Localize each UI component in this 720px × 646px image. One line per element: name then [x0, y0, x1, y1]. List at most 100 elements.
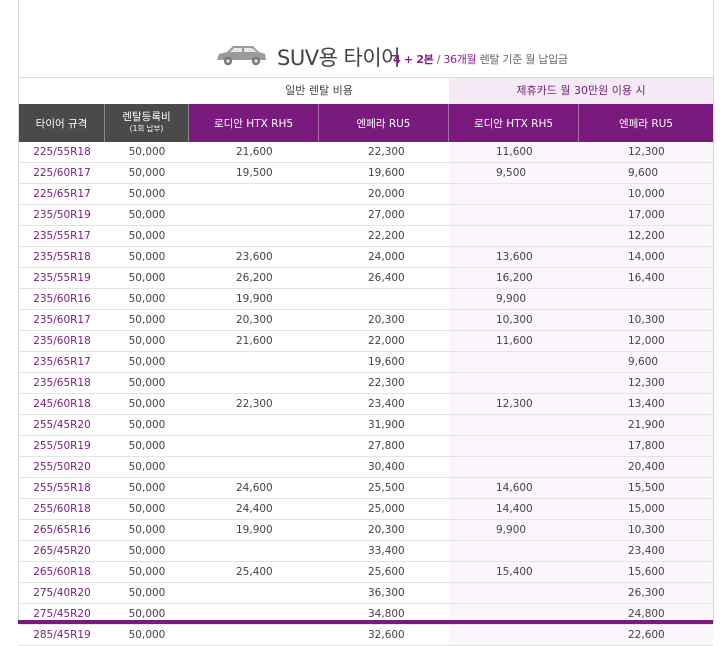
column-group-row: 일반 렌탈 비용 제휴카드 월 30만원 이용 시 — [19, 78, 713, 104]
table-row: 265/60R18 50,000 25,400 25,600 15,400 15,600 — [19, 562, 713, 583]
cell-card-enfera: 15,000 — [628, 503, 665, 515]
table-row: 275/40R20 50,000 36,300 26,300 — [19, 583, 713, 604]
cell-general-enfera: 22,300 — [368, 146, 405, 158]
table-row: 235/60R16 50,000 19,900 9,900 — [19, 289, 713, 310]
cell-general-rodian — [189, 205, 319, 225]
card-column-shade — [449, 457, 713, 477]
cell-registration-fee: 50,000 — [128, 608, 166, 620]
cell-card-rodian: 11,600 — [496, 335, 533, 347]
cell-tire-size: 275/40R20 — [33, 587, 91, 599]
cell-general-enfera: 36,300 — [368, 587, 405, 599]
cell-card-enfera: 16,400 — [628, 272, 665, 284]
table-row: 255/55R18 50,000 24,600 25,500 14,600 15,500 — [19, 478, 713, 499]
cell-general-rodian: 21,600 — [236, 146, 273, 158]
cell-general-rodian: 24,600 — [236, 482, 273, 494]
cell-general-enfera: 25,000 — [368, 503, 405, 515]
table-row: 225/65R17 50,000 20,000 10,000 — [19, 184, 713, 205]
cell-registration-fee: 50,000 — [128, 461, 166, 473]
table-row: 235/55R18 50,000 23,600 24,000 13,600 14,000 — [19, 247, 713, 268]
cell-tire-size: 255/45R20 — [33, 419, 91, 431]
table-header: 타이어 규격 렌탈등록비 (1회 납부) 로디안 HTX RH5 엔페라 RU5 … — [19, 104, 713, 142]
card-column-shade — [449, 184, 713, 204]
card-column-shade — [449, 247, 713, 267]
cell-general-rodian — [189, 436, 319, 456]
group-general-rental: 일반 렌탈 비용 — [285, 84, 353, 97]
cell-tire-size: 235/55R18 — [33, 251, 91, 263]
cell-tire-size: 255/55R18 — [33, 482, 91, 494]
cell-card-rodian — [449, 541, 579, 561]
cell-card-rodian: 14,400 — [496, 503, 533, 515]
cell-general-rodian — [189, 352, 319, 372]
cell-registration-fee: 50,000 — [128, 146, 166, 158]
cell-general-rodian — [189, 583, 319, 603]
cell-card-enfera: 9,600 — [628, 356, 659, 368]
cell-card-rodian — [449, 625, 579, 645]
cell-general-enfera: 34,800 — [368, 608, 405, 620]
table-row: 235/60R18 50,000 21,600 22,000 11,600 12,000 — [19, 331, 713, 352]
cell-general-enfera: 23,400 — [368, 398, 405, 410]
table-row: 225/55R18 50,000 21,600 22,300 11,600 12,300 — [19, 142, 713, 163]
cell-tire-size: 255/50R19 — [33, 440, 91, 452]
card-column-shade — [449, 541, 713, 561]
cell-registration-fee: 50,000 — [128, 188, 166, 200]
suv-car-icon — [217, 46, 266, 66]
cell-general-enfera: 19,600 — [368, 167, 405, 179]
card-column-shade — [449, 352, 713, 372]
card-column-shade — [449, 142, 713, 162]
card-column-shade — [449, 394, 713, 414]
table-row: 235/50R19 50,000 27,000 17,000 — [19, 205, 713, 226]
cell-general-rodian — [189, 373, 319, 393]
cell-general-enfera: 22,300 — [368, 377, 405, 389]
subtitle-term: 36개월 — [443, 53, 477, 66]
cell-tire-size: 235/50R19 — [33, 209, 91, 221]
cell-card-enfera: 17,800 — [628, 440, 665, 452]
cell-card-enfera — [579, 289, 713, 309]
cell-tire-size: 225/60R17 — [33, 167, 91, 179]
cell-general-enfera: 25,500 — [368, 482, 405, 494]
cell-card-rodian: 13,600 — [496, 251, 533, 263]
cell-registration-fee: 50,000 — [128, 524, 166, 536]
cell-registration-fee: 50,000 — [128, 566, 166, 578]
cell-card-enfera: 13,400 — [628, 398, 665, 410]
cell-general-rodian — [189, 625, 319, 645]
card-column-shade — [449, 415, 713, 435]
cell-registration-fee: 50,000 — [128, 209, 166, 221]
card-column-shade — [449, 163, 713, 183]
cell-card-enfera: 10,000 — [628, 188, 665, 200]
cell-card-rodian — [449, 352, 579, 372]
table-row: 255/45R20 50,000 31,900 21,900 — [19, 415, 713, 436]
cell-general-enfera: 26,400 — [368, 272, 405, 284]
cell-card-rodian: 14,600 — [496, 482, 533, 494]
card-column-shade — [449, 583, 713, 603]
cell-general-rodian: 26,200 — [236, 272, 273, 284]
subtitle-description: 렌탈 기준 월 납입금 — [476, 53, 568, 66]
cell-tire-size: 265/65R16 — [33, 524, 91, 536]
card-column-shade — [449, 205, 713, 225]
cell-tire-size: 225/65R17 — [33, 188, 91, 200]
cell-general-rodian — [189, 184, 319, 204]
cell-general-rodian: 19,900 — [236, 524, 273, 536]
cell-card-rodian — [449, 226, 579, 246]
cell-card-rodian — [449, 415, 579, 435]
table-row: 255/50R19 50,000 27,800 17,800 — [19, 436, 713, 457]
table-row: 245/60R18 50,000 22,300 23,400 12,300 13,400 — [19, 394, 713, 415]
page-subtitle: 4 + 2본 / 36개월 렌탈 기준 월 납입금 — [393, 51, 568, 67]
card-column-shade — [449, 520, 713, 540]
card-column-shade — [449, 604, 713, 624]
cell-card-enfera: 15,600 — [628, 566, 665, 578]
cell-general-enfera: 25,600 — [368, 566, 405, 578]
cell-general-enfera: 27,000 — [368, 209, 405, 221]
col-header-general-enfera: 엔페라 RU5 — [319, 104, 449, 142]
cell-registration-fee: 50,000 — [128, 419, 166, 431]
cell-general-enfera: 20,300 — [368, 314, 405, 326]
card-column-shade — [449, 226, 713, 246]
cell-registration-fee: 50,000 — [128, 335, 166, 347]
card-column-shade — [449, 478, 713, 498]
card-column-shade — [449, 373, 713, 393]
cell-card-enfera: 24,800 — [628, 608, 665, 620]
cell-tire-size: 235/55R17 — [33, 230, 91, 242]
cell-tire-size: 235/60R18 — [33, 335, 91, 347]
cell-general-enfera: 20,000 — [368, 188, 405, 200]
cell-general-enfera: 31,900 — [368, 419, 405, 431]
cell-registration-fee: 50,000 — [128, 587, 166, 599]
